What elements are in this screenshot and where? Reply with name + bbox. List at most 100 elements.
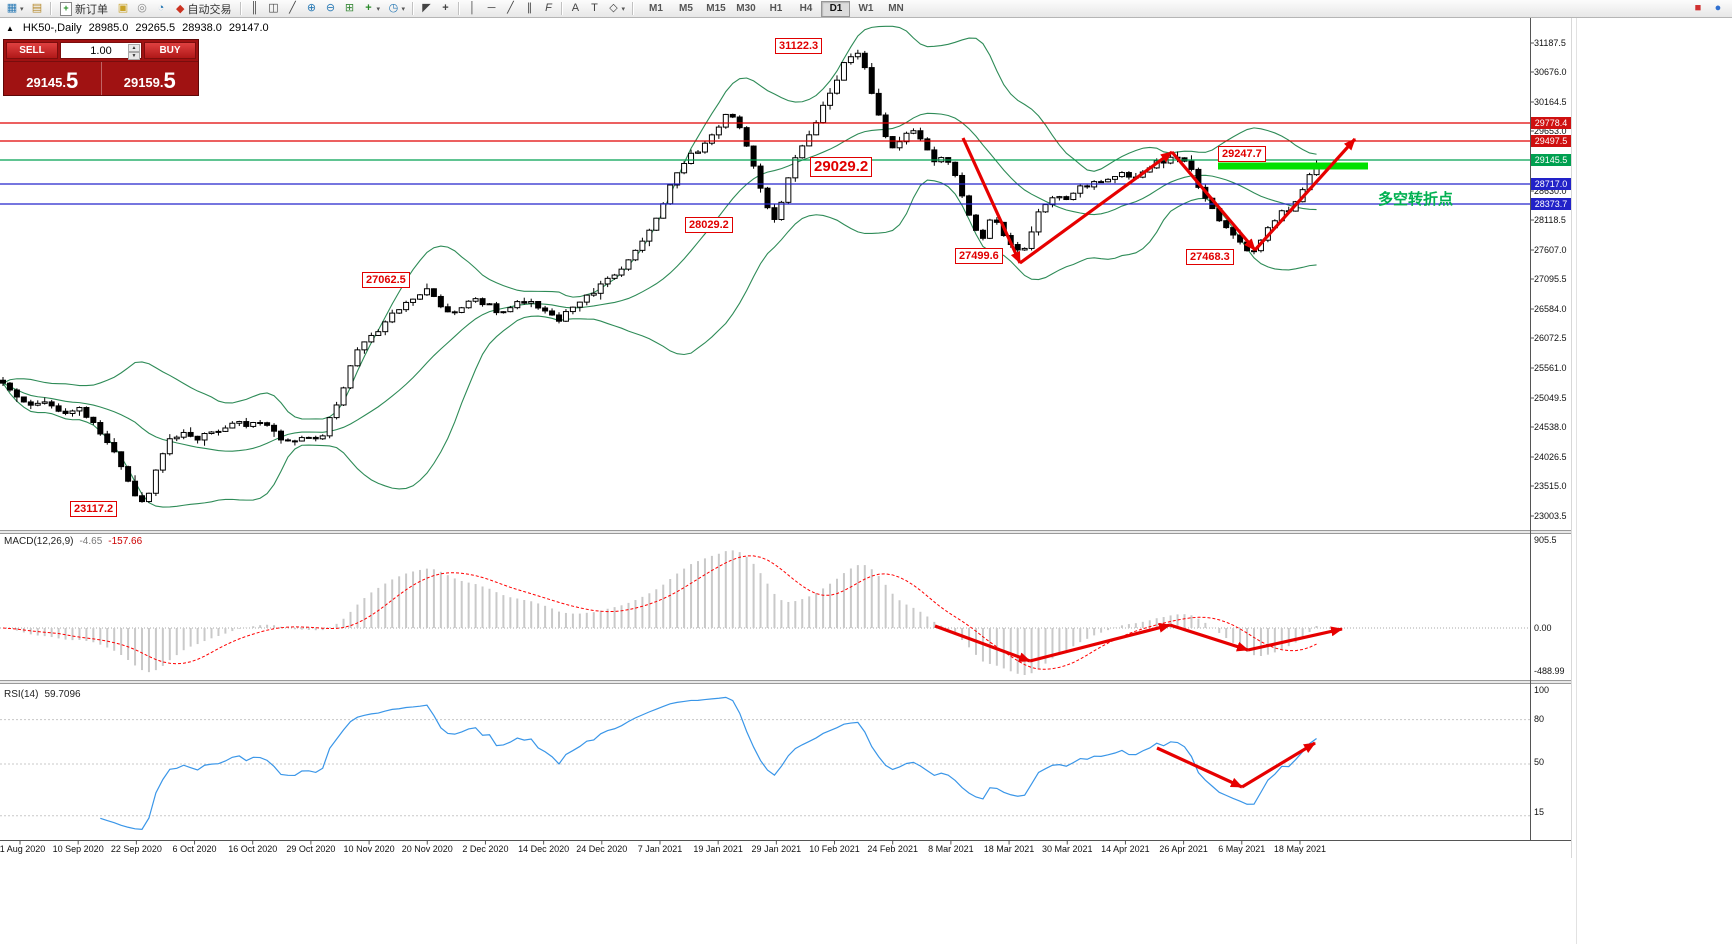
- right-gutter: [1576, 18, 1732, 944]
- price-annotation[interactable]: 23117.2: [70, 501, 118, 517]
- timeframe-m30[interactable]: M30: [736, 2, 756, 14]
- indicators-dropdown-icon[interactable]: ▾: [376, 5, 380, 13]
- price-annotation[interactable]: 31122.3: [775, 38, 823, 54]
- price-line-label[interactable]: 29145.5: [1531, 154, 1571, 166]
- metaeditor-icon[interactable]: ▣: [117, 2, 129, 14]
- shapes-dropdown-icon[interactable]: ▾: [621, 5, 625, 13]
- low-value: 28938.0: [182, 22, 222, 34]
- price-annotation[interactable]: 28029.2: [685, 217, 733, 233]
- price-annotation[interactable]: 27499.6: [955, 248, 1003, 264]
- vertical-line-icon[interactable]: │: [469, 2, 476, 14]
- date-label: 24 Dec 2020: [576, 844, 628, 854]
- macd-main-value: -4.65: [79, 536, 103, 547]
- tile-windows-icon[interactable]: ⊞: [344, 2, 355, 14]
- timeframe-w1[interactable]: W1: [858, 2, 874, 14]
- timeframe-toolbar: M1 M5 M15 M30 H1 H4 D1 W1 MN: [641, 0, 910, 17]
- new-chart-dropdown-icon[interactable]: ▾: [20, 5, 24, 13]
- date-label: 20 Nov 2020: [401, 844, 453, 854]
- community-icon[interactable]: ●: [1714, 2, 1722, 14]
- buy-button[interactable]: BUY: [144, 42, 196, 59]
- refresh-icon[interactable]: ◔: [157, 2, 165, 14]
- price-annotation[interactable]: 29247.7: [1218, 146, 1266, 162]
- turning-point-note[interactable]: 多空转折点: [1378, 191, 1454, 208]
- toolbar-separator: [50, 2, 51, 15]
- candlestick-chart-icon[interactable]: ◫: [268, 2, 279, 14]
- date-label: 2 Dec 2020: [462, 844, 509, 854]
- toolbar-separator: [412, 2, 414, 15]
- chart-title: ▲ HK50-,Daily 28985.0 29265.5 28938.0 29…: [6, 22, 269, 34]
- price-annotation[interactable]: 27468.3: [1186, 249, 1234, 265]
- new-order-icon: +: [60, 1, 72, 16]
- panel-collapse-icon[interactable]: ▲: [6, 23, 14, 33]
- price-line-label[interactable]: 28717.0: [1531, 178, 1571, 190]
- zoom-out-icon[interactable]: ⊖: [325, 2, 336, 14]
- bar-chart-icon[interactable]: ║: [250, 2, 259, 14]
- volume-spinner: ▲ ▼: [128, 44, 140, 60]
- price-scale-label: 30676.0: [1534, 67, 1567, 77]
- date-label: 24 Feb 2021: [867, 844, 918, 854]
- axis-ticks: [19, 42, 1534, 845]
- sell-button[interactable]: SELL: [6, 42, 58, 59]
- text-icon[interactable]: A: [571, 2, 580, 14]
- autotrade-button[interactable]: ◆ 自动交易: [171, 1, 236, 16]
- periods-icon[interactable]: ◷: [388, 2, 399, 14]
- price-line-label[interactable]: 28373.7: [1531, 198, 1571, 210]
- price-scale-label: 30164.5: [1534, 97, 1567, 107]
- text-label-icon[interactable]: T: [591, 2, 598, 14]
- cursor-icon[interactable]: ◤: [422, 2, 431, 14]
- volume-down-icon[interactable]: ▼: [128, 52, 140, 60]
- macd-axis-label: -488.99: [1534, 666, 1565, 676]
- date-label: 26 Apr 2021: [1159, 844, 1208, 854]
- price-scale-label: 26072.5: [1534, 333, 1567, 343]
- timeframe-h4[interactable]: H4: [799, 2, 813, 14]
- timeframe-mn[interactable]: MN: [888, 2, 904, 14]
- timeframe-h1[interactable]: H1: [769, 2, 783, 14]
- symbol-period-label: HK50-,Daily: [22, 22, 82, 34]
- buy-price[interactable]: 29159. 5: [100, 62, 199, 95]
- crosshair-icon[interactable]: +: [442, 2, 449, 14]
- price-annotation[interactable]: 29029.2: [810, 157, 873, 177]
- indicators-icon[interactable]: +: [365, 2, 372, 14]
- volume-stepper[interactable]: 1.00 ▲ ▼: [60, 42, 142, 60]
- sell-price-main: 29145.: [26, 75, 66, 90]
- rsi-value: 59.7096: [44, 689, 81, 700]
- price-scale-label: 29653.0: [1534, 126, 1567, 136]
- date-label: 6 Oct 2020: [172, 844, 217, 854]
- periods-dropdown-icon[interactable]: ▾: [401, 5, 405, 13]
- timeframe-m15[interactable]: M15: [706, 2, 726, 14]
- shapes-icon[interactable]: ◇: [609, 2, 618, 14]
- zoom-in-icon[interactable]: ⊕: [306, 2, 317, 14]
- autotrade-label: 自动交易: [187, 3, 232, 16]
- new-chart-icon[interactable]: ▦: [6, 2, 18, 14]
- new-order-button[interactable]: + 新订单: [55, 1, 113, 16]
- price-scale-label: 28118.5: [1534, 215, 1566, 225]
- fibonacci-icon[interactable]: F: [545, 2, 552, 14]
- profiles-icon[interactable]: ▤: [31, 2, 43, 14]
- sell-price[interactable]: 29145. 5: [4, 62, 101, 95]
- options-icon[interactable]: ◎: [137, 2, 147, 14]
- date-label: 10 Sep 2020: [52, 844, 104, 854]
- buy-price-big-digit: 5: [163, 68, 176, 93]
- price-line-label[interactable]: 29497.5: [1531, 135, 1571, 147]
- timeframe-m5[interactable]: M5: [679, 2, 693, 14]
- channel-icon[interactable]: ∥: [526, 2, 533, 14]
- toolbar-right-group: ■ ●: [1689, 1, 1729, 16]
- date-label: 8 Mar 2021: [928, 844, 974, 854]
- date-label: 29 Jan 2021: [751, 844, 802, 854]
- date-label: 16 Oct 2020: [228, 844, 278, 854]
- toolbar-separator: [632, 2, 634, 15]
- horizontal-line-icon[interactable]: ─: [487, 2, 496, 14]
- open-value: 28985.0: [88, 22, 129, 34]
- alerts-icon[interactable]: ■: [1694, 2, 1702, 14]
- line-chart-icon[interactable]: ╱: [289, 2, 296, 14]
- timeframe-m1[interactable]: M1: [649, 2, 663, 14]
- rsi-axis-label: 100: [1534, 685, 1550, 695]
- trendline-icon[interactable]: ╱: [507, 2, 514, 14]
- price-scale-label: 24538.0: [1534, 422, 1567, 432]
- price-line-label[interactable]: 29778.4: [1531, 117, 1571, 129]
- price-annotation[interactable]: 27062.5: [362, 272, 410, 288]
- timeframe-d1[interactable]: D1: [821, 0, 851, 17]
- volume-up-icon[interactable]: ▲: [128, 44, 140, 52]
- autotrade-icon: ◆: [176, 3, 185, 15]
